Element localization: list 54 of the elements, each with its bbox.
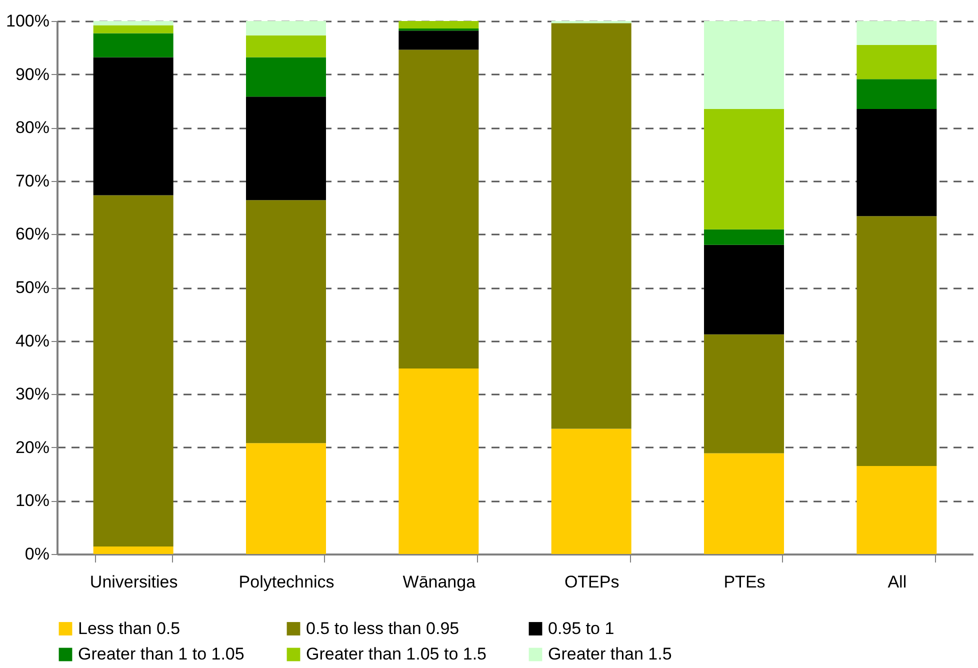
- legend-label: Greater than 1.5: [548, 644, 672, 664]
- bar: [398, 50, 479, 369]
- bar: [704, 453, 784, 554]
- bar: [704, 244, 784, 334]
- y-tick-label: 10%: [15, 491, 50, 510]
- bar: [704, 108, 784, 230]
- bar: [398, 21, 479, 28]
- bar: [856, 79, 937, 109]
- legend-label: 0.95 to 1: [548, 618, 614, 638]
- x-tick-label: PTEs: [724, 572, 766, 592]
- x-tick-label: All: [888, 572, 907, 592]
- bar: [398, 368, 479, 554]
- x-tick-label: Universities: [90, 572, 178, 592]
- bar: [856, 108, 937, 216]
- bar: [93, 33, 174, 58]
- bar: [856, 216, 937, 466]
- legend-label: 0.5 to less than 0.95: [306, 618, 460, 638]
- bar: [398, 30, 479, 50]
- bar: [93, 195, 174, 547]
- bar: [856, 44, 937, 80]
- bar: [246, 57, 326, 97]
- legend-label: Greater than 1.05 to 1.5: [306, 644, 487, 664]
- bar: [93, 25, 174, 34]
- legend-label: Greater than 1 to 1.05: [78, 644, 244, 664]
- y-tick-label: 70%: [15, 171, 50, 190]
- bar: [551, 23, 632, 429]
- y-tick-label: 100%: [6, 12, 50, 30]
- y-tick-label: 60%: [15, 224, 50, 244]
- bar: [704, 334, 784, 454]
- bar: [93, 546, 174, 554]
- bar: [246, 35, 326, 58]
- y-tick-label: 0%: [24, 544, 50, 564]
- bar: [551, 428, 632, 554]
- y-tick-label: 40%: [15, 331, 50, 350]
- bar: [246, 200, 326, 444]
- bar: [246, 96, 326, 200]
- y-tick-label: 50%: [15, 278, 50, 297]
- x-tick-label: Wānanga: [402, 572, 476, 592]
- legend-label: Less than 0.5: [78, 618, 180, 638]
- x-tick-label: OTEPs: [564, 572, 620, 592]
- bar: [856, 21, 937, 45]
- bar: [246, 21, 326, 36]
- y-tick-label: 90%: [15, 64, 50, 84]
- y-tick-label: 30%: [15, 384, 50, 404]
- y-tick-label: 20%: [15, 438, 50, 457]
- x-tick-label: Polytechnics: [238, 572, 334, 592]
- bar: [398, 28, 479, 31]
- bar: [93, 21, 174, 26]
- bar: [93, 57, 174, 196]
- y-tick-label: 80%: [15, 118, 50, 138]
- bar: [704, 229, 784, 245]
- bar: [856, 466, 937, 554]
- bar: [246, 443, 326, 554]
- bar: [704, 21, 784, 109]
